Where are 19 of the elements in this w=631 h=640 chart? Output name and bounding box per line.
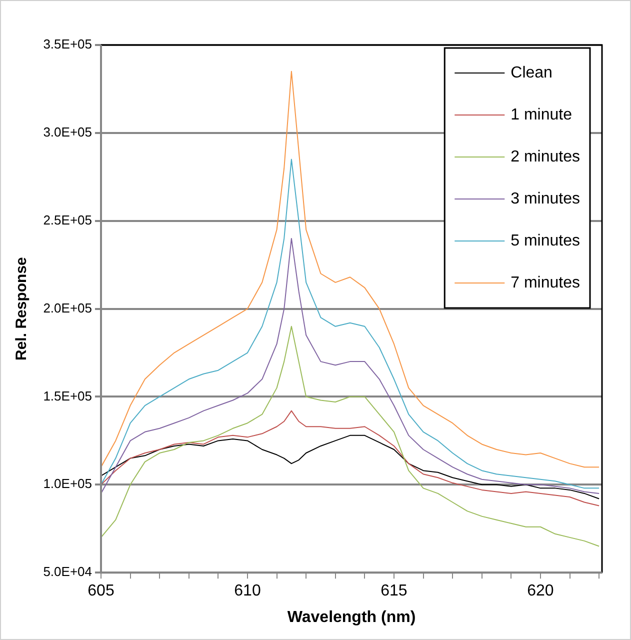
- legend-label: 5 minutes: [510, 232, 580, 250]
- y-tick-label: 2.5E+05: [43, 212, 92, 228]
- x-tick-label: 605: [88, 582, 114, 600]
- x-tick-label: 615: [380, 582, 408, 600]
- legend-label: 2 minutes: [510, 148, 580, 166]
- x-tick-label: 610: [234, 582, 261, 600]
- y-tick-label: 1.0E+05: [43, 476, 92, 492]
- x-tick-label: 620: [527, 582, 554, 600]
- legend-label: 1 minute: [510, 106, 572, 124]
- y-tick-label: 3.0E+05: [43, 124, 92, 140]
- x-axis-title: Wavelength (nm): [287, 608, 416, 626]
- y-tick-label: 1.5E+05: [43, 388, 92, 404]
- legend-label: 3 minutes: [510, 190, 580, 208]
- y-tick-label: 3.5E+05: [43, 36, 92, 52]
- legend-label: Clean: [510, 64, 552, 82]
- legend-label: 7 minutes: [510, 274, 580, 292]
- y-axis-title: Rel. Response: [13, 257, 30, 360]
- y-tick-label: 5.0E+04: [43, 564, 92, 580]
- y-tick-label: 2.0E+05: [43, 300, 92, 316]
